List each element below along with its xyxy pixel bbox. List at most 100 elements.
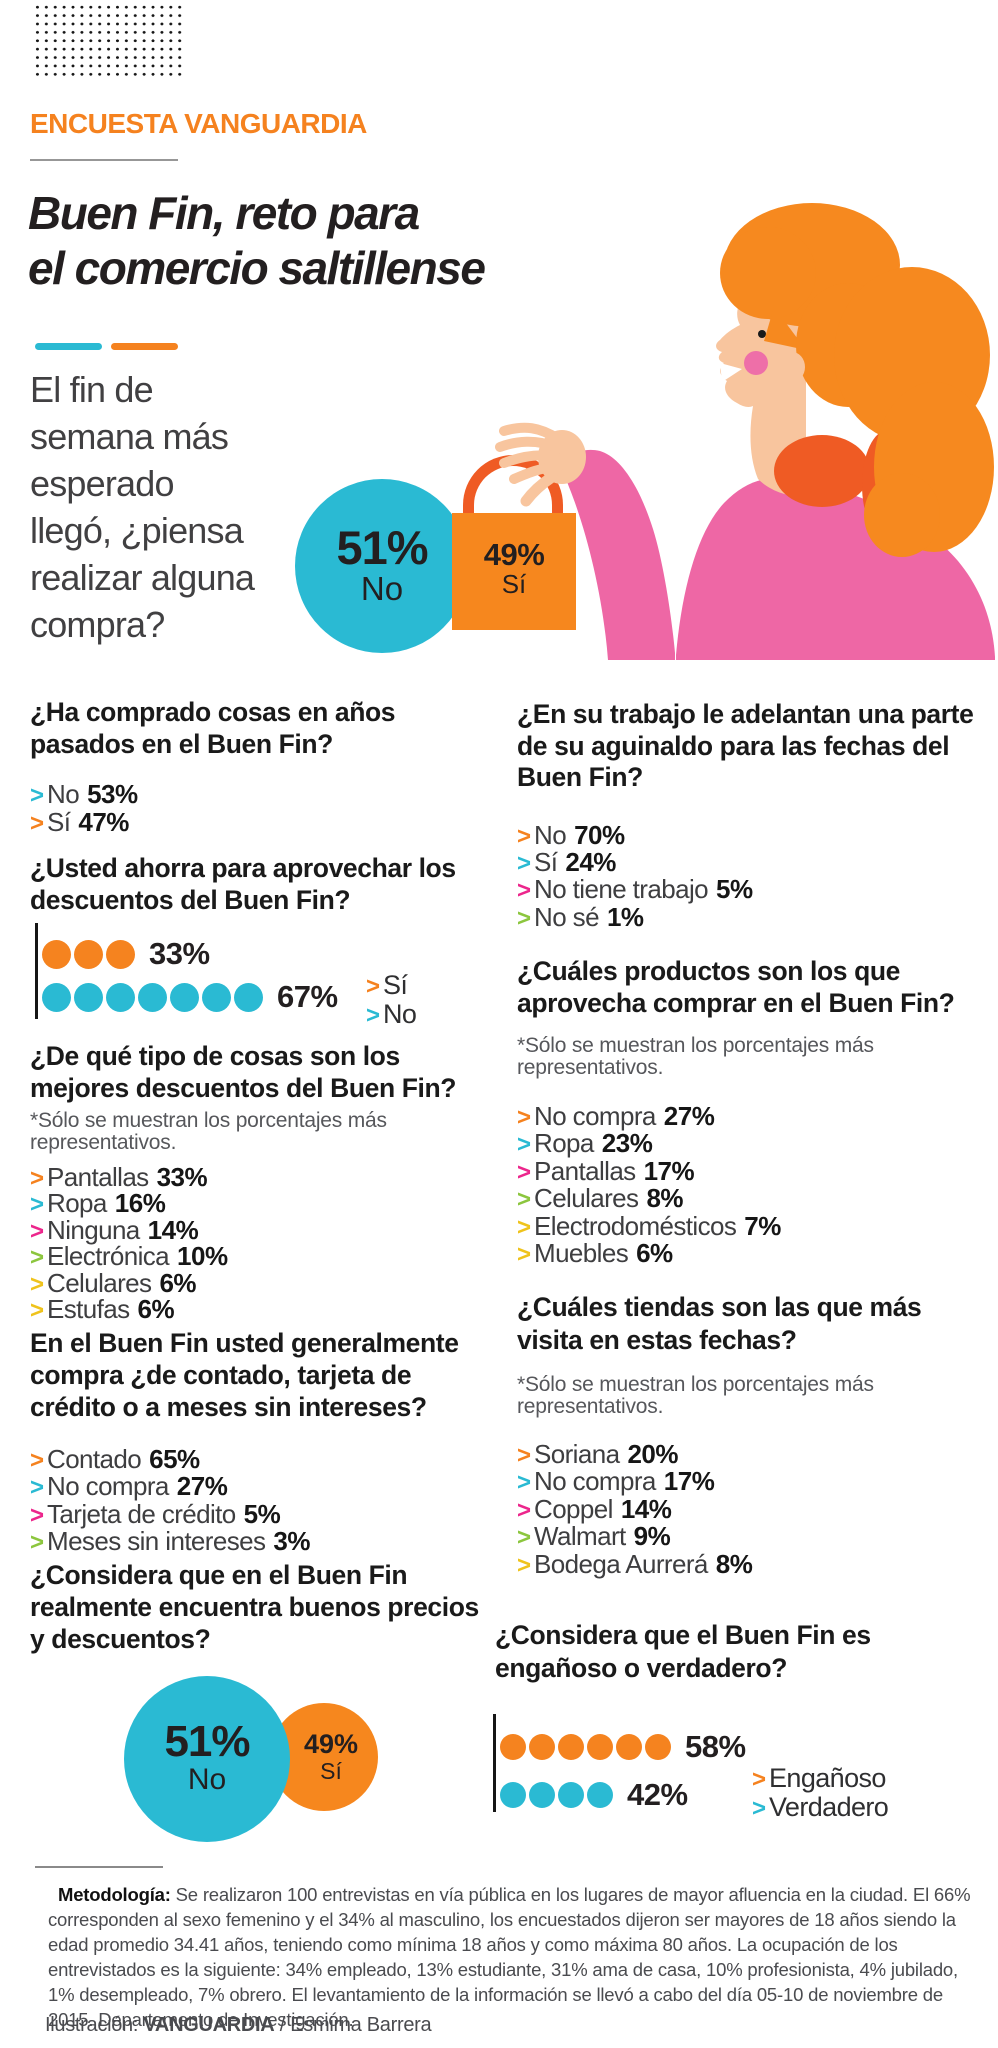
question-title: En el Buen Fin usted generalmente compra… (30, 1327, 480, 1423)
answer-value: 5% (715, 874, 753, 905)
arrow-bullet-icon (30, 1474, 43, 1502)
intro-line: El fin de (30, 369, 154, 410)
arrow-bullet-icon (517, 823, 530, 851)
title-line: visita en estas fechas? (517, 1325, 797, 1355)
open-mouth-shape (720, 363, 742, 382)
arrow-bullet-icon (752, 1766, 765, 1794)
answer-label: Coppel (534, 1493, 613, 1524)
dot-row-si: 33% (42, 936, 395, 972)
title-line: descuentos del Buen Fin? (30, 885, 351, 915)
savings-dot-chart: 33% 67% (35, 923, 395, 1021)
page-title-line-1: Buen Fin, reto para (28, 187, 420, 239)
title-line: y descuentos? (30, 1624, 211, 1654)
intro-line: semana más (30, 416, 229, 457)
arrow-bullet-icon (517, 850, 530, 878)
dot-series-enganoso (500, 1734, 674, 1760)
question-block-descuentos: ¿De qué tipo de cosas son los mejores de… (30, 1040, 470, 1324)
answer-value: 8% (715, 1548, 753, 1579)
answer-value: 65% (149, 1444, 200, 1474)
arrow-bullet-icon (30, 1271, 43, 1299)
question-title: ¿En su trabajo le adelantan una parte de… (517, 699, 987, 794)
answer-value: 7% (744, 1210, 781, 1241)
dot-row-no: 67% (42, 979, 395, 1015)
scarf-shape (774, 435, 870, 507)
arrow-bullet-icon (517, 1442, 530, 1470)
answer-label: Ropa (47, 1188, 107, 1219)
torso-shape (676, 477, 995, 660)
answer-value: 3% (273, 1526, 310, 1557)
credit-brand: VANGUARDIA (143, 2014, 275, 2036)
question-block-enganoso: ¿Considera que el Buen Fin es engañoso o… (495, 1619, 965, 1685)
title-line: ¿Usted ahorra para aprovechar los (30, 853, 456, 883)
title-line: pasados en el Buen Fin? (30, 729, 333, 759)
arrow-bullet-icon (30, 1191, 43, 1219)
question-title: ¿Considera que en el Buen Fin realmente … (30, 1559, 490, 1655)
answer-value: 16% (114, 1188, 166, 1219)
answer-label: Muebles (534, 1237, 629, 1268)
arrow-bullet-icon (752, 1795, 765, 1823)
question-block-tiendas: ¿Cuáles tiendas son las que más visita e… (517, 1291, 987, 1579)
answer-value: 47% (78, 807, 129, 837)
chart-axis-bar (493, 1714, 496, 1812)
title-line: En el Buen Fin usted generalmente (30, 1328, 459, 1358)
note-line: representativos. (30, 1131, 177, 1154)
si-percent: 49% (303, 1728, 359, 1759)
arrow-bullet-icon (30, 1218, 43, 1246)
ear-shape (779, 352, 805, 382)
dot-row-verdadero: 42% (500, 1777, 753, 1813)
title-line: realmente encuentra buenos precios (30, 1592, 479, 1622)
legend-label: Engañoso (769, 1763, 886, 1793)
credit-suffix: / Esmirna Barrera (274, 2014, 432, 2036)
answer-value: 14% (147, 1214, 199, 1245)
intro-line: compra? (30, 604, 165, 645)
answer-label: Sí (534, 846, 558, 877)
footer-rule (35, 1866, 163, 1868)
answer-label: Soriana (534, 1439, 620, 1469)
dot-row-value: 33% (149, 936, 210, 971)
arrow-bullet-icon (517, 1552, 530, 1580)
legend-row: No (366, 999, 417, 1029)
dot-row-value: 58% (685, 1729, 746, 1764)
answer-value: 27% (663, 1101, 715, 1131)
credit-prefix: Ilustración: (45, 2014, 144, 2036)
methodology-body: Se realizaron 100 entrevistas en vía púb… (48, 1884, 971, 2030)
answer-label: Celulares (47, 1267, 152, 1298)
answer-label: Electrodomésticos (534, 1210, 737, 1241)
title-line: crédito o a meses sin intereses? (30, 1392, 427, 1422)
answer-value: 33% (156, 1162, 208, 1192)
question-note: *Sólo se muestran los porcentajes más re… (30, 1110, 470, 1154)
arrow-bullet-icon (517, 1186, 530, 1214)
hero-si-percent: 49% (483, 537, 545, 572)
answer-label: No (534, 819, 567, 850)
question-title: ¿Ha comprado cosas en años pasados en el… (30, 696, 460, 760)
note-line: representativos. (517, 1395, 664, 1418)
answer-label: Celulares (534, 1183, 639, 1214)
answer-value: 23% (601, 1128, 653, 1159)
arrow-bullet-icon (366, 973, 379, 1001)
illustration-credit: Ilustración: VANGUARDIA / Esmirna Barrer… (45, 2014, 432, 2037)
answer-value: 6% (636, 1237, 673, 1268)
hero-si-bag: 49% Sí (452, 513, 576, 630)
answer-label: Contado (47, 1444, 142, 1474)
question-note: *Sólo se muestran los porcentajes más re… (517, 1035, 987, 1079)
dot-series-no (42, 982, 266, 1012)
si-word: Sí (320, 1757, 342, 1784)
title-line: Buen Fin? (517, 762, 643, 792)
question-block-aguinaldo: ¿En su trabajo le adelantan una parte de… (517, 699, 987, 932)
arrow-bullet-icon (30, 1447, 43, 1475)
